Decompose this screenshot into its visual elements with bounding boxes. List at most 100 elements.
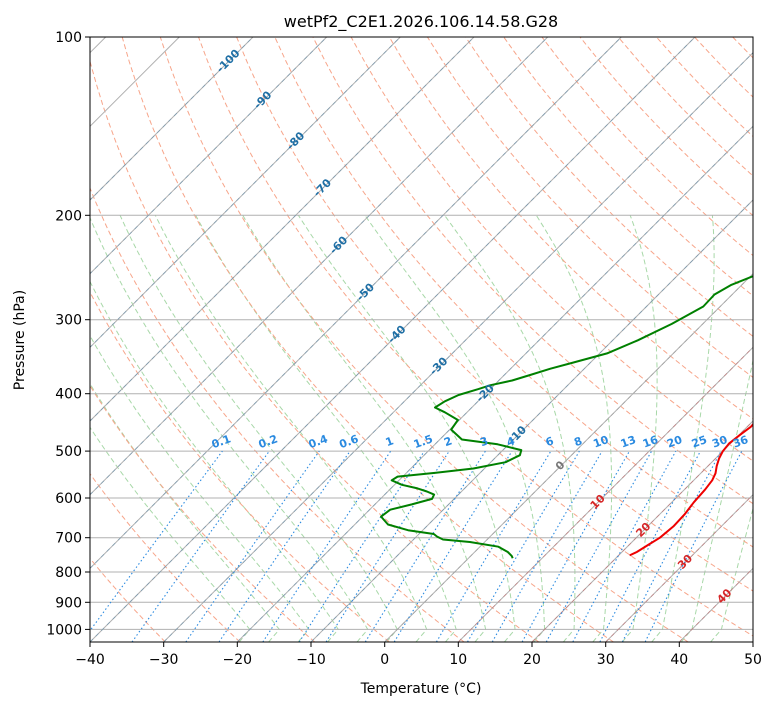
x-tick-label: −40 — [75, 652, 105, 668]
x-axis: −40 −30 −20 −10 0 10 20 30 40 50 — [75, 642, 762, 668]
moist-adiabat-line — [195, 215, 457, 642]
plot-frame — [89, 36, 754, 643]
moist-adiabat-line — [364, 215, 546, 642]
y-tick-label: 400 — [55, 387, 82, 403]
moist-adiabat-line — [651, 215, 715, 642]
mixing-ratio-label: 10 — [591, 433, 610, 451]
isotherms — [90, 37, 753, 642]
mixing-ratio-line — [572, 450, 677, 642]
y-tick-label: 300 — [55, 313, 82, 329]
dry-adiabat-line — [236, 37, 753, 592]
isotherm-gridline — [384, 272, 753, 642]
moist-adiabat-line — [90, 216, 369, 642]
x-tick-label: 40 — [670, 652, 688, 668]
isotherm-line — [90, 37, 475, 422]
mixing-ratio-label: 13 — [619, 433, 638, 450]
mixing-ratio-label: 30 — [710, 433, 729, 451]
isotherm-gridline — [90, 37, 254, 201]
mixing-ratio-line — [325, 450, 450, 642]
isotherm-line — [384, 273, 753, 642]
mixing-ratio-label: 0.6 — [338, 432, 361, 451]
dry-adiabat-line — [159, 37, 689, 642]
dry-adiabat-line — [503, 37, 753, 297]
x-tick-label: −20 — [223, 652, 253, 668]
x-tick-label: −30 — [149, 652, 179, 668]
mixing-ratio-label: 2 — [442, 434, 454, 449]
dry-adiabat-line — [90, 384, 316, 642]
isotherm-line — [90, 37, 254, 201]
mixing-ratio-line — [393, 450, 513, 642]
isotherm-line — [90, 37, 548, 496]
mixing-ratio-line — [131, 450, 270, 642]
y-tick-label: 900 — [55, 595, 82, 611]
dry-adiabat-line — [90, 59, 540, 642]
mixing-ratio-line — [90, 450, 223, 632]
isotherm-gridline — [90, 37, 475, 422]
chart-title: wetPf2_C2E1.2026.106.14.58.G28 — [284, 12, 558, 32]
mixing-ratio-line — [298, 450, 425, 642]
isotherm-gridline — [90, 37, 401, 349]
mixing-ratio-label: 1.5 — [412, 432, 435, 451]
x-tick-label: −10 — [296, 652, 326, 668]
mixing-ratio-line — [521, 450, 630, 642]
moist-adiabat-line — [90, 426, 251, 642]
mixing-ratio-label: 20 — [665, 433, 684, 451]
dry-adiabat-line — [426, 37, 753, 378]
isotherm-gridline — [163, 51, 753, 642]
isotherm-gridline — [310, 199, 753, 642]
y-axis: 100 200 300 400 500 600 700 800 900 1000 — [46, 30, 90, 638]
x-tick-label: 0 — [380, 652, 389, 668]
isotherm-gridline — [90, 37, 622, 570]
dry-adiabat-line — [90, 186, 465, 642]
mixing-ratio-line — [545, 450, 653, 642]
moist-adiabat-line — [710, 506, 753, 642]
isotherm-line — [310, 199, 753, 642]
x-tick-label: 50 — [744, 652, 762, 668]
dry-adiabat-line — [90, 291, 390, 642]
isotherm-gridline — [90, 37, 549, 496]
y-tick-label: 500 — [55, 444, 82, 460]
isotherm-gridline — [457, 346, 753, 642]
dewpoint-profile-line — [380, 275, 753, 559]
isotherm-gridline — [90, 37, 328, 275]
mixing-ratio-label: 0.4 — [307, 432, 330, 451]
mixing-ratio-label: 3 — [478, 434, 490, 449]
isotherm-line — [237, 125, 753, 642]
x-tick-label: 20 — [523, 652, 541, 668]
dry-adiabat-line — [90, 557, 166, 642]
isotherm-gridline — [531, 420, 753, 642]
moist-adiabat-line — [444, 215, 576, 642]
dry-adiabat-line — [90, 472, 241, 642]
moist-adiabat-line — [535, 215, 613, 642]
y-tick-label: 200 — [55, 208, 82, 224]
isotherm-line — [90, 37, 327, 275]
mixing-ratio-label: 16 — [641, 433, 660, 451]
y-tick-label: 100 — [55, 30, 82, 46]
x-tick-label: 10 — [449, 652, 467, 668]
x-axis-title: Temperature (°C) — [360, 681, 482, 697]
mixing-ratio-label: 0.2 — [257, 432, 280, 451]
dry-adiabat-line — [198, 37, 753, 637]
mixing-ratio-label: 1 — [384, 434, 396, 449]
mixing-ratio-label: 8 — [572, 434, 584, 449]
mixing-ratio-lines — [90, 450, 743, 642]
mixing-ratio-label: 0.1 — [210, 432, 233, 451]
profiles — [380, 275, 753, 559]
dry-adiabats — [90, 37, 753, 642]
mixing-ratio-label: 4 — [505, 434, 517, 449]
temperature-profile-line — [629, 422, 753, 557]
mixing-ratio-line — [262, 450, 392, 642]
dry-adiabat-line — [350, 37, 753, 462]
moist-adiabat-line — [90, 334, 310, 642]
moist-adiabat-line — [119, 215, 398, 642]
x-tick-label: 30 — [597, 652, 615, 668]
mixing-ratio-line — [218, 450, 351, 642]
moist-adiabat-line — [90, 382, 281, 642]
mixing-ratio-label: 6 — [544, 434, 556, 449]
isotherm-line — [90, 37, 696, 642]
mixing-ratio-line — [644, 450, 743, 642]
isotherm-line — [90, 37, 622, 569]
dry-adiabat-line — [274, 37, 753, 548]
